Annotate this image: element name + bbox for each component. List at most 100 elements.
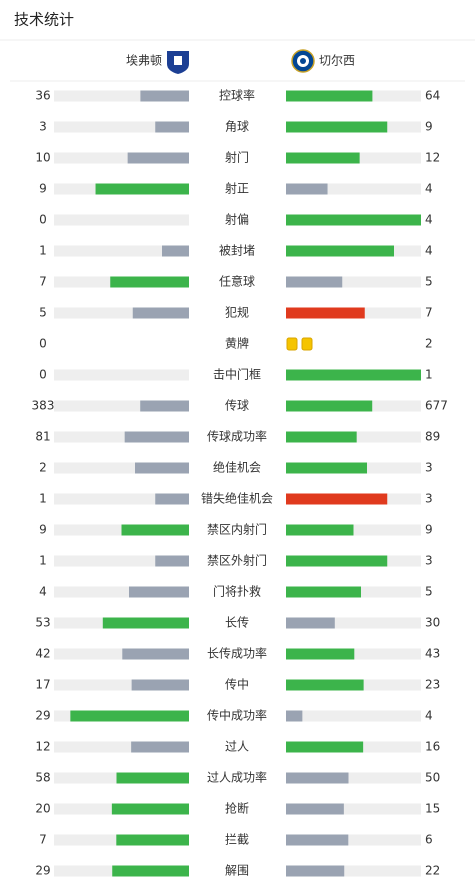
home-value: 3	[39, 120, 47, 134]
home-bar	[155, 555, 189, 567]
bar-track	[54, 679, 189, 691]
away-bar	[286, 648, 355, 660]
away-bar	[286, 214, 421, 226]
away-value: 4	[425, 709, 433, 723]
away-bar	[286, 183, 328, 195]
yellow-card	[286, 337, 298, 351]
away-bar	[286, 245, 394, 257]
bar-track	[54, 369, 189, 381]
home-value: 0	[39, 337, 47, 351]
home-bar	[140, 90, 189, 102]
away-bar	[286, 276, 343, 288]
home-value: 1	[39, 244, 47, 258]
stat-label: 传中成功率	[207, 708, 267, 723]
bar-track	[54, 586, 189, 598]
bar-track	[54, 648, 189, 660]
away-bar	[286, 834, 349, 846]
bar-track	[54, 214, 189, 226]
home-value: 20	[35, 802, 50, 816]
away-bar	[286, 741, 364, 753]
away-bar	[286, 369, 421, 381]
away-value: 43	[425, 647, 440, 661]
stat-label: 长传成功率	[207, 646, 267, 661]
bar-track	[54, 152, 189, 164]
away-bar	[286, 400, 373, 412]
home-bar	[121, 524, 189, 536]
home-value: 81	[35, 430, 50, 444]
away-value: 89	[425, 430, 440, 444]
stat-label: 绝佳机会	[213, 460, 261, 475]
away-value: 5	[425, 585, 433, 599]
home-value: 36	[35, 89, 50, 103]
stat-label: 射偏	[225, 212, 249, 227]
stat-label: 控球率	[219, 88, 255, 103]
home-value: 0	[39, 368, 47, 382]
home-value: 5	[39, 306, 47, 320]
away-value: 9	[425, 120, 433, 134]
bar-track	[54, 245, 189, 257]
bar-track	[54, 90, 189, 102]
bar-track	[286, 803, 421, 815]
yellow-card	[301, 337, 313, 351]
away-value: 16	[425, 740, 440, 754]
bar-track	[286, 617, 421, 629]
away-bar	[286, 524, 354, 536]
home-value: 7	[39, 833, 47, 847]
away-value: 12	[425, 151, 440, 165]
away-value: 4	[425, 213, 433, 227]
bar-track	[286, 276, 421, 288]
stat-label: 黄牌	[225, 337, 249, 351]
home-value: 2	[39, 461, 47, 475]
home-bar	[110, 276, 189, 288]
away-value: 7	[425, 306, 433, 320]
home-bar	[127, 152, 189, 164]
home-value: 53	[35, 616, 50, 630]
away-value: 3	[425, 461, 433, 475]
away-bar	[286, 710, 303, 722]
home-value: 7	[39, 275, 47, 289]
away-bar	[286, 617, 335, 629]
home-value: 58	[35, 771, 50, 785]
home-bar	[155, 121, 189, 133]
bar-track	[286, 865, 421, 877]
stat-label: 长传	[225, 615, 249, 630]
home-bar	[122, 648, 189, 660]
home-bar	[135, 462, 189, 474]
bar-track	[54, 431, 189, 443]
bar-track	[54, 121, 189, 133]
away-bar	[286, 431, 357, 443]
away-bar	[286, 462, 367, 474]
home-bar	[70, 710, 189, 722]
home-bar	[95, 183, 189, 195]
stat-label: 被封堵	[219, 244, 255, 258]
home-value: 29	[35, 864, 50, 878]
home-team: 埃弗顿	[126, 54, 162, 68]
home-bar	[155, 493, 189, 505]
home-value: 42	[35, 647, 50, 661]
home-bar	[131, 741, 189, 753]
away-value: 4	[425, 244, 433, 258]
stat-label: 传球	[225, 398, 249, 413]
home-badge	[167, 51, 189, 74]
stat-label: 射门	[225, 150, 249, 165]
away-bar	[286, 586, 361, 598]
stat-label: 犯规	[225, 305, 249, 320]
away-value: 3	[425, 492, 433, 506]
stat-label: 禁区内射门	[207, 522, 267, 537]
home-value: 17	[35, 678, 50, 692]
section-title: 技术统计	[14, 11, 74, 29]
away-bar	[286, 90, 373, 102]
away-value: 50	[425, 771, 440, 785]
stat-label: 解围	[225, 864, 249, 878]
bar-track	[286, 710, 421, 722]
stat-label: 击中门框	[213, 367, 261, 382]
away-bar	[286, 679, 364, 691]
home-value: 9	[39, 523, 47, 537]
away-value: 30	[425, 616, 440, 630]
away-bar	[286, 555, 388, 567]
away-badge	[291, 49, 315, 73]
away-value: 677	[425, 399, 448, 413]
bar-track	[286, 183, 421, 195]
